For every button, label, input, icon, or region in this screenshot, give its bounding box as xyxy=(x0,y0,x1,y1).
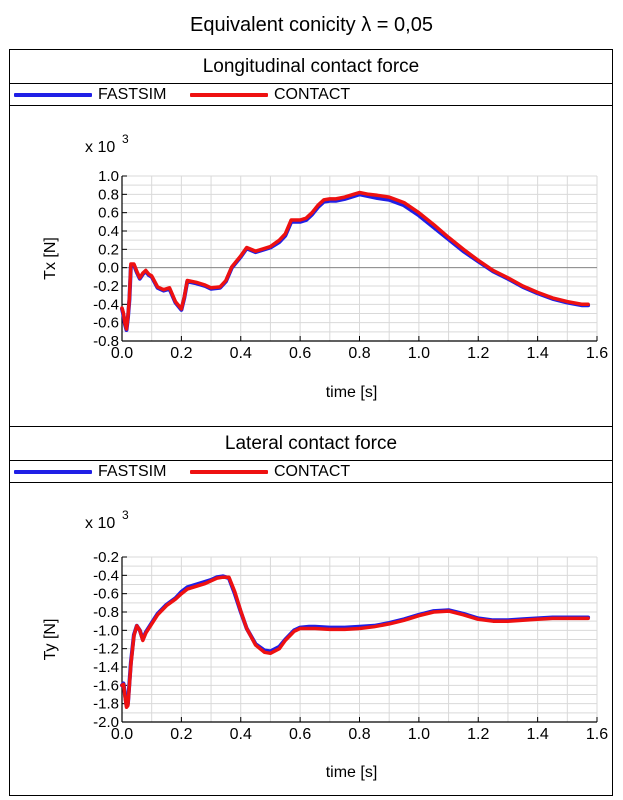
legend-line-fastsim xyxy=(14,93,92,97)
x-tick-label: 0.6 xyxy=(289,345,311,362)
chart-legend: FASTSIM CONTACT xyxy=(10,84,612,106)
series-line-fastsim xyxy=(120,192,591,332)
y-tick-label: -1.8 xyxy=(93,696,119,713)
axis-multiplier-exponent: 3 xyxy=(122,132,129,146)
y-tick-label: 1.0 xyxy=(98,168,119,185)
legend-label-fastsim: FASTSIM xyxy=(98,463,167,480)
y-tick-label: -0.4 xyxy=(93,567,119,584)
longitudinal-force-panel: Longitudinal contact force FASTSIM CONTA… xyxy=(9,49,613,427)
y-tick-label: -2.0 xyxy=(93,714,119,731)
y-tick-label: -0.2 xyxy=(93,549,119,566)
axis-multiplier-exponent: 3 xyxy=(122,508,129,522)
chart-legend: FASTSIM CONTACT xyxy=(10,461,612,483)
y-tick-label: -0.8 xyxy=(93,333,119,350)
x-tick-label: 1.2 xyxy=(467,726,489,743)
y-axis-label: Ty [N] xyxy=(42,619,59,661)
axis-multiplier: x 10 xyxy=(85,515,115,532)
y-tick-label: 0.0 xyxy=(98,260,119,277)
y-tick-label: 0.8 xyxy=(98,186,119,203)
y-tick-label: -0.6 xyxy=(93,586,119,603)
y-axis-label: Tx [N] xyxy=(42,237,59,280)
legend-line-fastsim xyxy=(14,470,92,474)
x-tick-label: 1.6 xyxy=(586,345,608,362)
x-tick-label: 0.4 xyxy=(230,345,252,362)
x-axis-label: time [s] xyxy=(326,384,378,401)
y-tick-label: -1.4 xyxy=(93,659,119,676)
figure-title: Equivalent conicity λ = 0,05 xyxy=(190,14,433,36)
legend-label-contact: CONTACT xyxy=(274,86,351,103)
y-tick-label: -1.0 xyxy=(93,622,119,639)
longitudinal-force-plot: 0.0 0.2 0.4 0.6 0.8 1.0 1.2 1.4 1.61.00.80.60.40… xyxy=(42,132,608,401)
y-tick-label: -1.6 xyxy=(93,677,119,694)
series-line-contact xyxy=(120,575,590,710)
y-tick-label: -0.6 xyxy=(93,315,119,332)
axis-multiplier: x 10 xyxy=(85,139,115,156)
panel-title: Longitudinal contact force xyxy=(10,50,612,84)
lateral-force-panel: Lateral contact force FASTSIM CONTACT 0.… xyxy=(9,426,613,796)
series-line-contact xyxy=(120,190,590,331)
panel-title: Lateral contact force xyxy=(10,427,612,461)
legend-label-contact: CONTACT xyxy=(274,463,351,480)
x-tick-label: 0.6 xyxy=(289,726,311,743)
x-tick-label: 1.2 xyxy=(467,345,489,362)
legend-line-contact xyxy=(190,93,268,97)
x-tick-label: 0.8 xyxy=(348,345,370,362)
x-tick-label: 0.0 xyxy=(111,345,133,362)
x-axis-label: time [s] xyxy=(326,764,378,781)
x-tick-label: 1.0 xyxy=(408,345,430,362)
y-tick-label: -0.4 xyxy=(93,296,119,313)
x-tick-label: 1.0 xyxy=(408,726,430,743)
x-tick-label: 0.8 xyxy=(348,726,370,743)
x-tick-label: 1.6 xyxy=(586,726,608,743)
y-tick-label: -1.2 xyxy=(93,641,119,658)
y-tick-label: 0.4 xyxy=(98,223,119,240)
x-tick-label: 1.4 xyxy=(527,726,549,743)
x-tick-label: 0.0 xyxy=(111,726,133,743)
legend-label-fastsim: FASTSIM xyxy=(98,86,167,103)
x-tick-label: 0.4 xyxy=(230,726,252,743)
y-tick-label: 0.2 xyxy=(98,241,119,258)
x-tick-label: 1.4 xyxy=(527,345,549,362)
series-line-fastsim xyxy=(120,574,591,708)
legend-line-contact xyxy=(190,470,268,474)
x-tick-label: 0.2 xyxy=(170,726,192,743)
lateral-force-plot: 0.0 0.2 0.4 0.6 0.8 1.0 1.2 1.4 1.6-0.2-0.4-0.6-… xyxy=(42,508,608,781)
y-tick-label: 0.6 xyxy=(98,205,119,222)
x-tick-label: 0.2 xyxy=(170,345,192,362)
y-tick-label: -0.8 xyxy=(93,604,119,621)
y-tick-label: -0.2 xyxy=(93,278,119,295)
